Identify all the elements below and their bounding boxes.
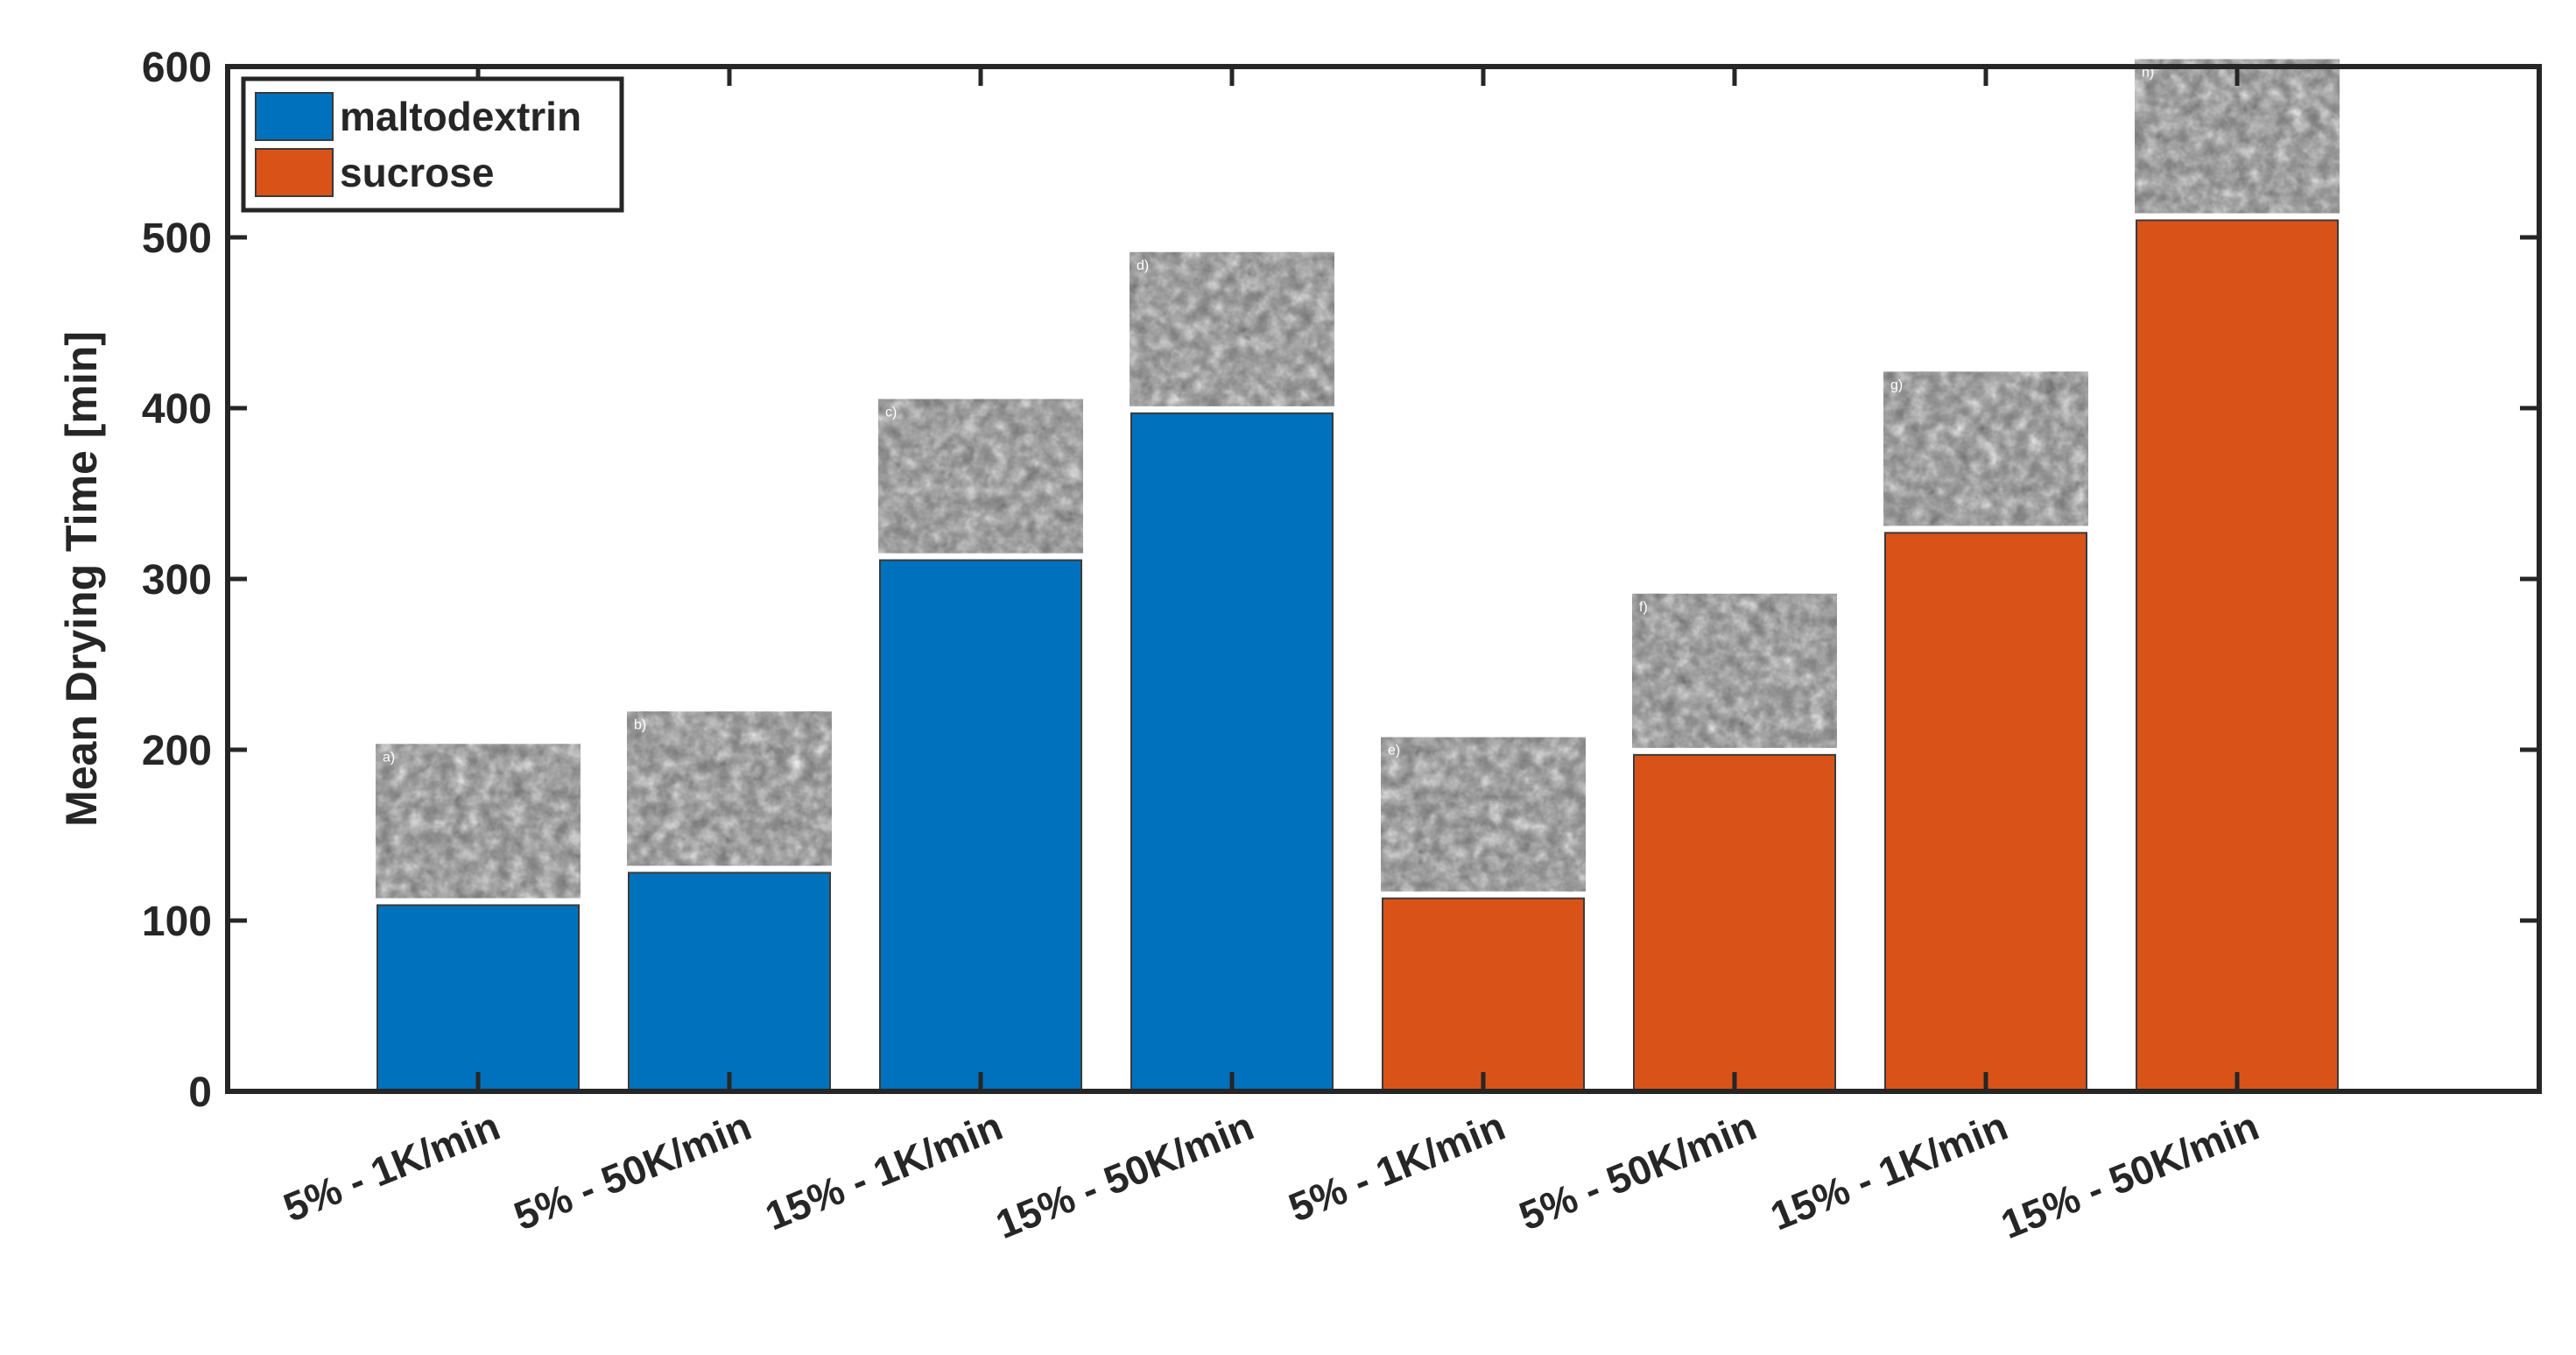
micrograph-inset-3: c) <box>878 399 1083 554</box>
ticks-layer: 0 100 200 300 400 500 600 <box>142 45 2539 1116</box>
micrograph-label: c) <box>885 406 897 420</box>
micrograph-label: b) <box>634 717 646 732</box>
micrograph-label: f) <box>1639 600 1648 615</box>
micrograph-texture <box>1883 371 2088 526</box>
micrograph-inset-4: d) <box>1130 251 1334 406</box>
micrograph-inset-6: f) <box>1632 593 1837 748</box>
y-axis-label: Mean Drying Time [min] <box>57 331 106 827</box>
micrograph-inset-1: a) <box>376 744 581 899</box>
x-tick-label: 15% - 50K/min <box>1995 1103 2265 1247</box>
bar-sucrose-8 <box>2136 219 2339 1092</box>
y-tick-label: 0 <box>188 1069 212 1116</box>
micrograph-label: e) <box>1388 744 1400 759</box>
y-tick-label: 200 <box>142 728 212 774</box>
bars-layer <box>377 219 2339 1093</box>
micrograph-texture <box>627 711 832 866</box>
bar-maltodextrin-4 <box>1130 412 1334 1093</box>
micrograph-inset-7: g) <box>1883 371 2088 526</box>
x-tick-label: 5% - 50K/min <box>1513 1103 1763 1239</box>
micrograph-inset-2: b) <box>627 711 832 866</box>
bar-maltodextrin-2 <box>628 872 831 1093</box>
bar-sucrose-6 <box>1633 753 1836 1092</box>
micrograph-label: d) <box>1137 258 1149 273</box>
micrograph-texture <box>1130 251 1334 406</box>
micrograph-label: a) <box>383 750 395 765</box>
micrograph-texture <box>878 399 1083 554</box>
x-tick-label: 15% - 1K/min <box>759 1103 1009 1239</box>
y-tick-label: 300 <box>142 557 212 603</box>
legend: maltodextrin sucrose <box>241 76 624 213</box>
micrograph-label: g) <box>1890 378 1903 392</box>
micrograph-texture <box>376 744 581 899</box>
inset-images-layer: a)b)c)d)e)f)g)h) <box>376 59 2340 899</box>
x-tick-label: 5% - 1K/min <box>278 1103 506 1231</box>
micrograph-texture <box>1381 737 1586 892</box>
y-tick-label: 600 <box>142 45 212 91</box>
y-tick-label: 100 <box>142 899 212 945</box>
bar-sucrose-7 <box>1884 532 2087 1092</box>
x-tick-label: 5% - 1K/min <box>1283 1103 1511 1231</box>
x-tick-label: 15% - 50K/min <box>989 1103 1260 1247</box>
x-tick-label: 15% - 1K/min <box>1764 1103 2014 1239</box>
y-tick-label: 400 <box>142 386 212 433</box>
x-tick-label: 5% - 50K/min <box>508 1103 757 1239</box>
legend-label-maltodextrin: maltodextrin <box>340 94 581 139</box>
legend-label-sucrose: sucrose <box>340 150 494 195</box>
y-tick-label: 500 <box>142 215 212 262</box>
micrograph-texture <box>1632 593 1837 748</box>
bar-sucrose-5 <box>1382 897 1585 1093</box>
micrograph-inset-5: e) <box>1381 737 1586 892</box>
legend-swatch-sucrose <box>255 148 334 197</box>
legend-swatch-maltodextrin <box>255 92 334 141</box>
bar-maltodextrin-1 <box>377 904 580 1092</box>
bar-maltodextrin-3 <box>879 559 1082 1092</box>
